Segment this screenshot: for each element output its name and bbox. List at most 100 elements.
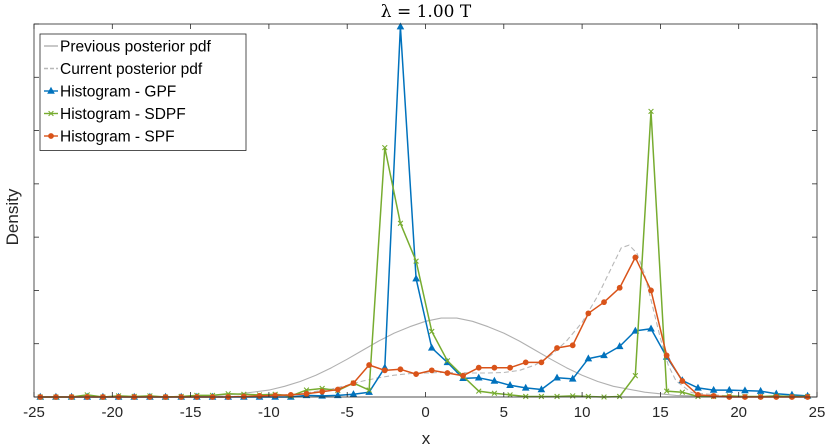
data-point	[695, 391, 701, 398]
series-line	[40, 110, 808, 398]
legend-label: Current posterior pdf	[60, 61, 203, 78]
data-point	[413, 258, 419, 264]
data-point	[413, 371, 420, 377]
data-point	[350, 380, 357, 387]
data-point	[600, 351, 608, 359]
data-point	[568, 374, 577, 382]
data-point	[428, 328, 435, 335]
data-point	[741, 386, 749, 394]
data-point	[553, 373, 561, 381]
data-point	[381, 144, 388, 151]
data-point	[663, 388, 670, 394]
x-tick-label: -5	[341, 404, 354, 421]
data-point	[474, 373, 483, 381]
legend-label: Histogram - SPF	[60, 129, 175, 146]
data-point	[632, 254, 639, 261]
series-line	[40, 256, 808, 398]
data-point	[537, 385, 546, 393]
data-point	[460, 372, 466, 379]
series-histogram-sdpf	[37, 108, 811, 400]
legend-marker	[47, 86, 55, 94]
data-point	[428, 367, 435, 374]
legend-marker	[48, 110, 54, 117]
data-point	[554, 345, 560, 351]
data-point	[412, 274, 420, 282]
data-point	[506, 381, 514, 388]
data-point	[333, 391, 342, 399]
x-axis: -25 -20 -15 -10 -5 0 5 10 15 20 25	[23, 23, 826, 421]
x-tick-label: -20	[101, 404, 123, 421]
data-point	[444, 357, 451, 364]
data-point	[366, 362, 373, 368]
data-point	[396, 22, 405, 30]
legend: Previous posterior pdf Current posterior …	[39, 33, 247, 151]
legend-marker	[48, 133, 54, 139]
data-point	[522, 393, 529, 400]
x-tick-label: -25	[23, 404, 45, 421]
y-axis-label: Density	[3, 188, 22, 245]
data-point	[256, 393, 263, 399]
data-point	[632, 372, 639, 379]
data-point	[521, 383, 530, 391]
data-point	[756, 386, 765, 394]
data-point	[601, 299, 607, 306]
legend-label: Histogram - SDPF	[60, 106, 186, 123]
data-point	[648, 108, 654, 115]
data-point	[616, 284, 623, 291]
data-point	[427, 343, 436, 351]
data-point	[334, 386, 341, 393]
data-point	[507, 364, 513, 371]
data-point	[444, 370, 451, 376]
x-tick-label: 20	[730, 404, 747, 421]
x-tick-label: 10	[574, 404, 591, 421]
legend-item-current-posterior-pdf: Current posterior pdf	[44, 61, 203, 78]
data-point	[663, 352, 670, 359]
data-point	[475, 388, 482, 394]
data-point	[585, 310, 592, 317]
data-point	[538, 359, 545, 366]
data-point	[631, 326, 640, 334]
data-point	[491, 364, 498, 371]
series-line	[34, 317, 817, 398]
data-point	[615, 342, 624, 350]
data-point	[569, 342, 576, 349]
data-point	[366, 387, 372, 393]
data-point	[694, 383, 702, 391]
legend-label: Histogram - GPF	[60, 84, 176, 101]
x-tick-label: 0	[421, 404, 429, 421]
data-point	[538, 393, 545, 400]
x-tick-label: 15	[652, 404, 669, 421]
legend-item-histogram-gpf: Histogram - GPF	[44, 84, 176, 101]
data-point	[240, 393, 247, 400]
x-tick-label: -15	[180, 404, 202, 421]
data-point	[490, 376, 499, 384]
series-current-posterior-pdf	[34, 244, 817, 398]
data-point	[287, 391, 294, 398]
data-point	[647, 324, 655, 332]
data-point	[397, 220, 404, 227]
x-tick-label: 25	[809, 404, 826, 421]
legend-box	[39, 33, 247, 151]
data-point	[381, 367, 388, 374]
x-axis-label: x	[422, 429, 431, 448]
data-point	[319, 388, 326, 395]
series-histogram-spf	[37, 254, 811, 400]
data-point	[491, 390, 498, 397]
data-point	[475, 364, 482, 371]
x-tick-label: 5	[500, 404, 508, 421]
legend-item-histogram-spf: Histogram - SPF	[44, 129, 175, 146]
data-point	[710, 393, 717, 399]
data-point	[522, 359, 529, 366]
series-line	[34, 244, 817, 398]
data-point	[709, 385, 718, 393]
chart-title: λ = 1.00 T	[381, 2, 472, 22]
legend-item-histogram-sdpf: Histogram - SDPF	[44, 106, 186, 123]
legend-item-previous-posterior-pdf: Previous posterior pdf	[44, 39, 211, 56]
data-point	[584, 354, 593, 362]
data-point	[725, 385, 734, 393]
data-point	[554, 393, 560, 400]
data-point	[679, 378, 686, 384]
data-point	[569, 393, 576, 399]
data-point	[397, 366, 404, 373]
